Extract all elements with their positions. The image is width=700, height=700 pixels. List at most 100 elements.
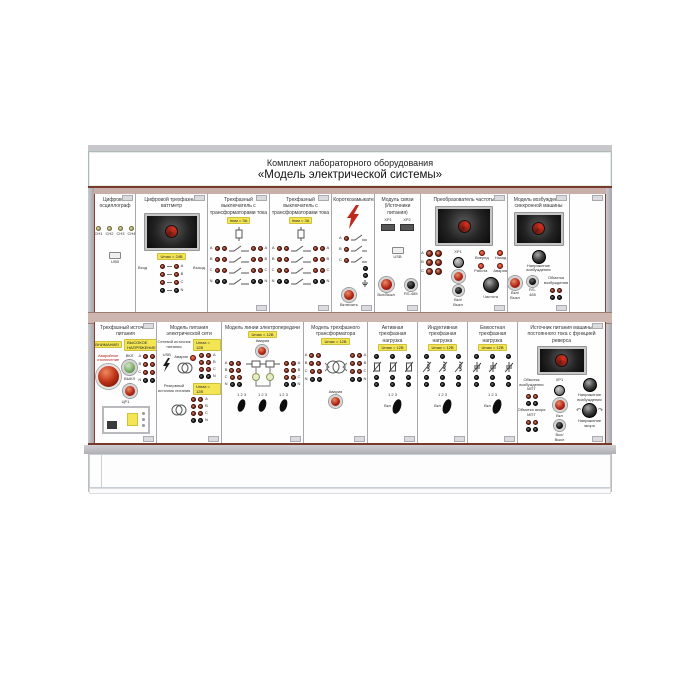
terminal[interactable] bbox=[309, 360, 315, 366]
terminal[interactable] bbox=[143, 369, 149, 375]
terminal[interactable] bbox=[290, 361, 296, 367]
terminal-neutral[interactable] bbox=[173, 287, 179, 293]
usb-port[interactable] bbox=[391, 246, 404, 254]
terminal[interactable] bbox=[434, 268, 442, 276]
rotary-switch[interactable] bbox=[278, 398, 289, 413]
terminal[interactable] bbox=[474, 381, 479, 387]
power-button[interactable] bbox=[378, 277, 394, 293]
terminal[interactable] bbox=[214, 257, 220, 263]
terminal[interactable] bbox=[506, 381, 511, 387]
terminal[interactable] bbox=[283, 361, 289, 367]
terminal[interactable] bbox=[440, 374, 445, 380]
terminal[interactable] bbox=[150, 353, 156, 359]
terminal[interactable] bbox=[490, 374, 495, 380]
power-button[interactable] bbox=[452, 285, 464, 297]
rotary-switch[interactable] bbox=[490, 397, 504, 415]
terminal[interactable] bbox=[343, 257, 349, 263]
terminal[interactable] bbox=[356, 360, 362, 366]
terminal[interactable] bbox=[150, 369, 156, 375]
terminal-neutral[interactable] bbox=[290, 382, 296, 388]
terminal[interactable] bbox=[440, 381, 445, 387]
terminal[interactable] bbox=[198, 366, 204, 372]
terminal-neutral[interactable] bbox=[312, 279, 318, 285]
terminal[interactable] bbox=[150, 361, 156, 367]
terminal[interactable] bbox=[214, 246, 220, 252]
terminal[interactable] bbox=[309, 352, 315, 358]
terminal[interactable] bbox=[424, 353, 429, 359]
terminal[interactable] bbox=[159, 279, 165, 285]
terminal[interactable] bbox=[276, 268, 282, 274]
terminal[interactable] bbox=[440, 353, 445, 359]
terminal[interactable] bbox=[349, 368, 355, 374]
terminal[interactable] bbox=[316, 360, 322, 366]
terminal[interactable] bbox=[250, 268, 256, 274]
terminal-neutral[interactable] bbox=[356, 376, 362, 382]
terminal-neutral[interactable] bbox=[319, 279, 325, 285]
terminal[interactable] bbox=[343, 235, 349, 241]
round-connector[interactable] bbox=[452, 257, 464, 269]
emergency-stop-button[interactable] bbox=[95, 364, 121, 390]
bnc-jack-ch3[interactable] bbox=[118, 225, 123, 231]
terminal[interactable] bbox=[490, 353, 495, 359]
terminal[interactable] bbox=[343, 246, 349, 252]
terminal[interactable] bbox=[319, 257, 325, 263]
terminal-neutral[interactable] bbox=[250, 279, 256, 285]
terminal[interactable] bbox=[205, 366, 211, 372]
terminal[interactable] bbox=[257, 268, 263, 274]
terminal[interactable] bbox=[456, 374, 461, 380]
terminal-ground[interactable] bbox=[362, 273, 368, 278]
terminal[interactable] bbox=[406, 381, 411, 387]
rotary-switch[interactable] bbox=[257, 398, 268, 413]
terminal[interactable] bbox=[283, 368, 289, 374]
terminal[interactable] bbox=[283, 246, 289, 252]
rs485-connector[interactable] bbox=[404, 278, 417, 291]
round-connector[interactable] bbox=[554, 384, 565, 396]
terminal[interactable] bbox=[425, 250, 433, 258]
terminal-neutral[interactable] bbox=[205, 373, 211, 379]
terminal[interactable] bbox=[557, 294, 562, 300]
terminal[interactable] bbox=[550, 287, 555, 293]
bnc-jack-ch2[interactable] bbox=[106, 225, 112, 231]
terminal[interactable] bbox=[474, 374, 479, 380]
field-voltage-knob[interactable] bbox=[582, 377, 597, 392]
terminal[interactable] bbox=[434, 259, 442, 267]
terminal-neutral[interactable] bbox=[198, 417, 204, 423]
terminal[interactable] bbox=[236, 368, 242, 374]
terminal[interactable] bbox=[319, 246, 325, 252]
terminal-neutral[interactable] bbox=[150, 377, 156, 383]
terminal[interactable] bbox=[198, 403, 204, 409]
terminal[interactable] bbox=[283, 257, 289, 263]
on-button[interactable] bbox=[122, 360, 138, 376]
terminal[interactable] bbox=[532, 394, 538, 400]
terminal[interactable] bbox=[474, 353, 479, 359]
terminal[interactable] bbox=[312, 268, 318, 274]
start-button[interactable] bbox=[451, 270, 465, 284]
terminal[interactable] bbox=[290, 368, 296, 374]
terminal[interactable] bbox=[214, 268, 220, 274]
terminal[interactable] bbox=[143, 353, 149, 359]
terminal[interactable] bbox=[356, 368, 362, 374]
terminal[interactable] bbox=[424, 374, 429, 380]
terminal[interactable] bbox=[221, 257, 227, 263]
meter-button-yellow[interactable] bbox=[126, 412, 138, 426]
terminal-neutral[interactable] bbox=[283, 279, 289, 285]
terminal[interactable] bbox=[236, 375, 242, 381]
terminal[interactable] bbox=[506, 353, 511, 359]
terminal[interactable] bbox=[221, 268, 227, 274]
terminal[interactable] bbox=[205, 352, 211, 358]
terminal[interactable] bbox=[257, 257, 263, 263]
armature-voltage-knob[interactable] bbox=[582, 403, 597, 419]
terminal[interactable] bbox=[532, 401, 538, 407]
off-button[interactable] bbox=[122, 384, 137, 399]
excitation-knob[interactable] bbox=[531, 249, 546, 264]
terminal-neutral[interactable] bbox=[257, 279, 263, 285]
terminal[interactable] bbox=[374, 353, 379, 359]
terminal[interactable] bbox=[159, 271, 165, 277]
terminal[interactable] bbox=[250, 246, 256, 252]
terminal-neutral[interactable] bbox=[143, 377, 149, 383]
terminal[interactable] bbox=[159, 263, 165, 269]
frequency-knob[interactable] bbox=[482, 276, 499, 293]
terminal-neutral[interactable] bbox=[283, 382, 289, 388]
terminal[interactable] bbox=[525, 419, 531, 425]
terminal[interactable] bbox=[312, 257, 318, 263]
